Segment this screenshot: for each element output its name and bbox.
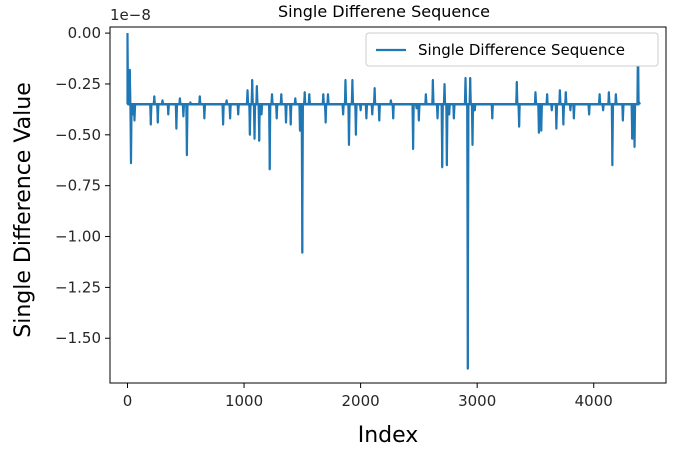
series-layer <box>126 33 641 370</box>
x-axis: 0 1000 2000 3000 4000 <box>123 383 613 410</box>
y-tick-label: −1.50 <box>55 329 101 347</box>
y-tick-label: −0.50 <box>55 126 101 144</box>
x-tick-label: 3000 <box>458 392 496 410</box>
y-offset-label: 1e−8 <box>110 6 151 24</box>
y-tick-label: −0.25 <box>55 75 101 93</box>
y-axis-title: Single Difference Value <box>11 82 36 337</box>
legend-box <box>365 32 659 67</box>
legend-label: Single Difference Sequence <box>418 41 625 59</box>
y-tick-label: −1.00 <box>55 228 101 246</box>
x-axis-title: Index <box>358 423 419 448</box>
y-axis: 0.00 −0.25 −0.50 −0.75 −1.00 −1.25 −1.50 <box>55 24 110 347</box>
plot-frame <box>109 26 667 384</box>
legend: Single Difference Sequence <box>365 32 659 67</box>
y-tick-label: 0.00 <box>68 24 101 42</box>
x-tick-label: 2000 <box>342 392 380 410</box>
chart-title: Single Differene Sequence <box>278 2 490 21</box>
plot-area <box>109 26 667 384</box>
x-tick-label: 1000 <box>225 392 263 410</box>
x-tick-label: 0 <box>123 392 133 410</box>
y-tick-label: −1.25 <box>55 278 101 296</box>
x-tick-label: 4000 <box>575 392 613 410</box>
series-line <box>126 33 641 370</box>
y-tick-label: −0.75 <box>55 177 101 195</box>
